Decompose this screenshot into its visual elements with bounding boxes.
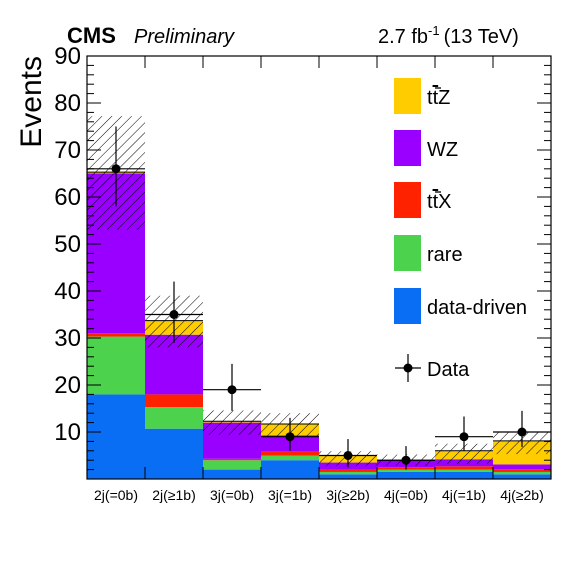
y-tick-label-20: 20 bbox=[54, 372, 81, 399]
x-tick-label-2: 3j(=0b) bbox=[210, 487, 254, 503]
y-tick-label-30: 30 bbox=[54, 325, 81, 352]
bar-rare-4 bbox=[319, 471, 377, 475]
bar-ttx-6 bbox=[435, 466, 493, 470]
luminosity-exponent: -1 bbox=[428, 23, 440, 38]
luminosity-label: 2.7 fb-1 (13 TeV) bbox=[378, 23, 519, 48]
y-tick-label-70: 70 bbox=[54, 137, 81, 164]
x-tick-label-5: 4j(=0b) bbox=[384, 487, 428, 503]
legend-swatch-rare bbox=[394, 235, 421, 271]
bar-ttx-3 bbox=[261, 451, 319, 456]
x-tick-label-0: 2j(=0b) bbox=[94, 487, 138, 503]
x-tick-label-6: 4j(=1b) bbox=[442, 487, 486, 503]
bar-datadriven-4 bbox=[319, 474, 377, 479]
bar-datadriven-0 bbox=[87, 394, 145, 479]
experiment-label: CMS bbox=[67, 23, 116, 48]
bar-rare-5 bbox=[377, 469, 435, 472]
bar-wz-7 bbox=[493, 464, 551, 470]
bar-rare-3 bbox=[261, 455, 319, 461]
legend-label-ttz: ttZ bbox=[427, 87, 450, 109]
data-point-6 bbox=[459, 432, 469, 442]
bar-ttx-2 bbox=[203, 458, 261, 461]
data-point-1 bbox=[169, 310, 179, 319]
data-point-4 bbox=[343, 451, 353, 460]
legend-label-data: Data bbox=[427, 359, 470, 381]
bar-rare-2 bbox=[203, 460, 261, 470]
bar-ttx-7 bbox=[493, 469, 551, 472]
bar-datadriven-5 bbox=[377, 471, 435, 479]
status-label: Preliminary bbox=[134, 26, 235, 48]
uncertainty-hatch-6 bbox=[435, 443, 493, 464]
bar-rare-0 bbox=[87, 336, 145, 395]
bar-rare-6 bbox=[435, 469, 493, 472]
y-tick-label-90: 90 bbox=[54, 43, 81, 70]
legend-label-wz: WZ bbox=[427, 139, 458, 161]
bar-rare-1 bbox=[145, 407, 203, 429]
data-point-5 bbox=[401, 455, 411, 465]
x-tick-label-7: 4j(≥2b) bbox=[500, 487, 543, 503]
legend: ttZ WZ ttX rare data-driven Data bbox=[394, 78, 527, 382]
y-tick-label-60: 60 bbox=[54, 184, 81, 211]
y-axis-label: Events bbox=[15, 56, 48, 148]
data-point-7 bbox=[517, 427, 527, 437]
data-points bbox=[87, 126, 551, 470]
data-point-0 bbox=[111, 164, 121, 174]
bar-datadriven-2 bbox=[203, 469, 261, 479]
bar-ttx-0 bbox=[87, 333, 145, 337]
legend-data-marker bbox=[403, 363, 413, 373]
luminosity-value: 2.7 fb bbox=[378, 26, 428, 48]
bar-datadriven-6 bbox=[435, 471, 493, 479]
legend-swatch-ttz bbox=[394, 78, 421, 114]
bar-datadriven-1 bbox=[145, 428, 203, 479]
y-tick-label-80: 80 bbox=[54, 90, 81, 117]
legend-label-ttx: ttX bbox=[427, 191, 451, 213]
x-tick-label-3: 3j(=1b) bbox=[268, 487, 312, 503]
legend-swatch-wz bbox=[394, 130, 421, 166]
legend-label-rare: rare bbox=[427, 244, 463, 266]
x-tick-label-4: 3j(≥2b) bbox=[326, 487, 369, 503]
bar-ttx-4 bbox=[319, 469, 377, 472]
bar-ttx-1 bbox=[145, 394, 203, 408]
bar-datadriven-3 bbox=[261, 460, 319, 479]
bar-rare-7 bbox=[493, 471, 551, 475]
y-tick-label-10: 10 bbox=[54, 419, 81, 446]
legend-label-data-driven: data-driven bbox=[427, 297, 527, 319]
axes: 10 20 30 40 50 60 70 80 90 2j(=0b) 2j(≥1b) 3j(=0b) 3… bbox=[54, 43, 552, 503]
y-tick-label-50: 50 bbox=[54, 231, 81, 258]
legend-swatch-data-driven bbox=[394, 288, 421, 324]
data-point-2 bbox=[227, 385, 237, 395]
x-tick-label-1: 2j(≥1b) bbox=[152, 487, 195, 503]
bar-datadriven-7 bbox=[493, 474, 551, 479]
data-point-3 bbox=[285, 432, 295, 442]
uncertainty-hatch-2 bbox=[203, 410, 261, 435]
energy-label: (13 TeV) bbox=[444, 26, 519, 48]
y-tick-label-40: 40 bbox=[54, 278, 81, 305]
legend-swatch-ttx bbox=[394, 182, 421, 218]
